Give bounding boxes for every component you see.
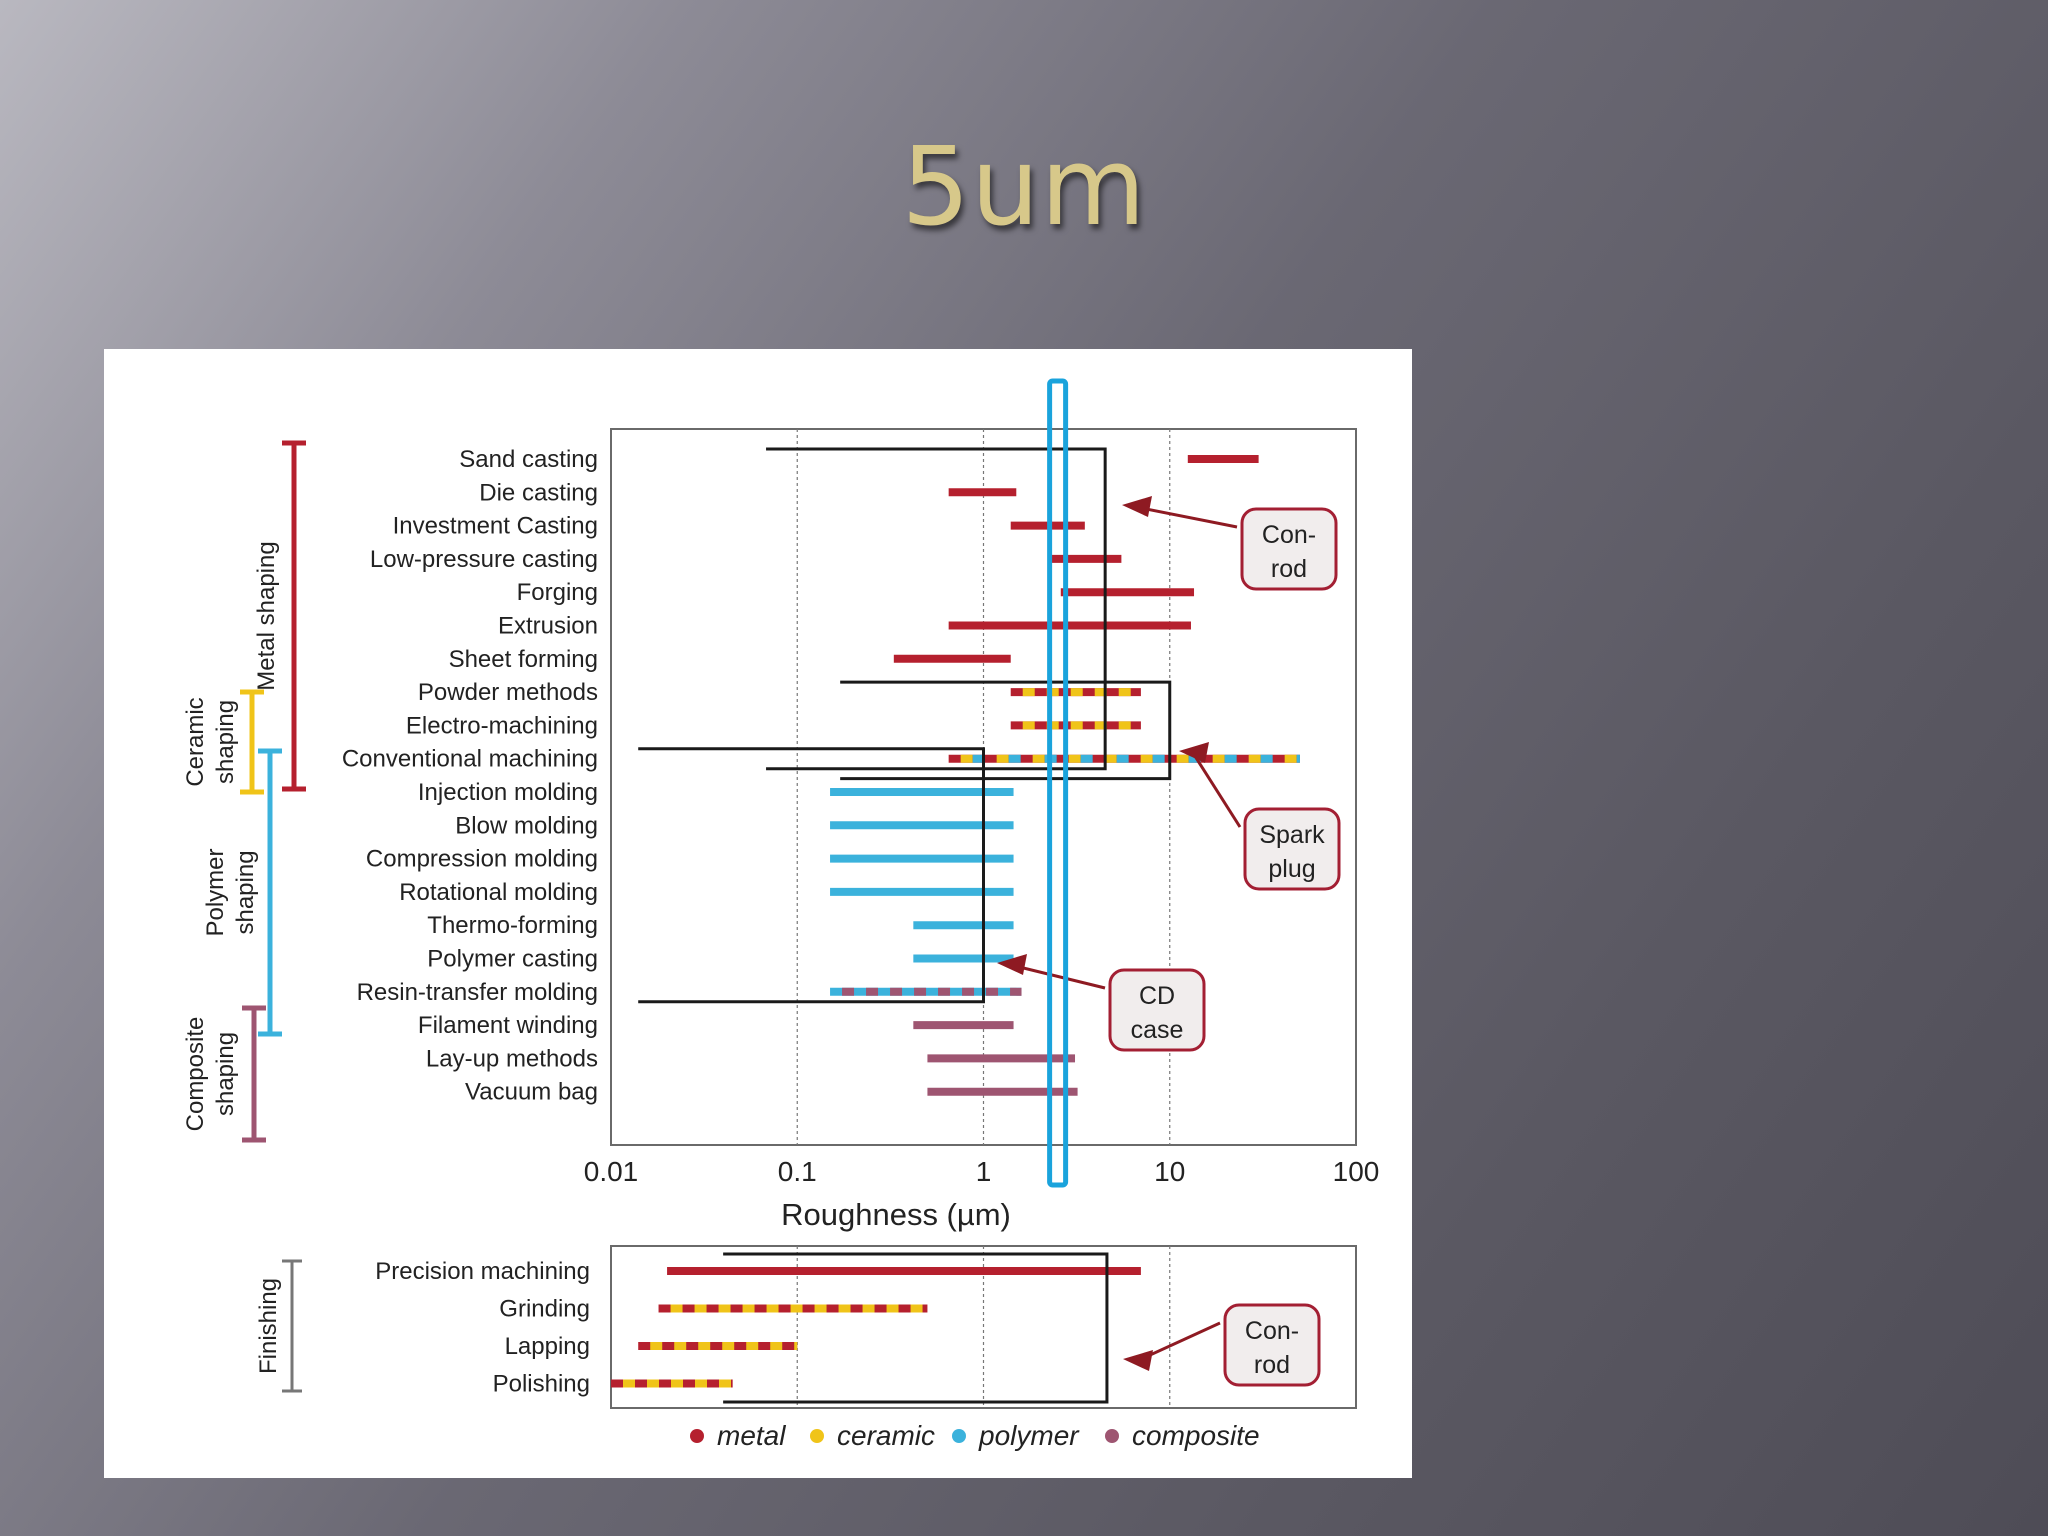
composite-shaping-label-group: Composite shaping <box>182 1017 239 1132</box>
cd-case-callout-box <box>1108 968 1206 1052</box>
finishing-con-rod-callout-text: Con- <box>1245 1317 1299 1345</box>
row-label: Investment Casting <box>393 513 598 540</box>
row-label: Sheet forming <box>449 646 598 673</box>
metal-shaping-label-group: Metal shaping <box>253 541 280 690</box>
ceramic-shaping-label: shaping <box>212 700 239 784</box>
finishing-row-label: Precision machining <box>375 1258 590 1285</box>
legend-swatch <box>1105 1429 1119 1443</box>
row-label: Filament winding <box>418 1012 598 1039</box>
row-label: Compression molding <box>366 846 598 873</box>
spark-plug-callout-arrowhead <box>1179 742 1209 763</box>
ceramic-shaping-label: Ceramic <box>182 697 209 786</box>
con-rod-callout-text: Con- <box>1262 521 1316 549</box>
metal-shaping-label: Metal shaping <box>253 541 280 690</box>
spark-plug-callout-text: Spark <box>1259 821 1325 849</box>
cd-case-callout-leader <box>1010 963 1106 990</box>
composite-shaping-label: Composite <box>182 1017 209 1132</box>
row-label: Conventional machining <box>342 746 598 773</box>
con-rod-callout-text: rod <box>1271 555 1307 583</box>
legend-swatch <box>810 1429 824 1443</box>
legend-label: polymer <box>978 1420 1080 1451</box>
con-rod-callout-arrowhead <box>1122 496 1152 517</box>
row-label: Forging <box>517 579 598 606</box>
row-label: Polymer casting <box>427 946 598 973</box>
cd-case-window <box>638 747 985 1004</box>
row-label: Electro-machining <box>406 712 598 739</box>
row-label: Blow molding <box>455 812 598 839</box>
polymer-shaping-label: Polymer <box>202 848 229 936</box>
row-label: Extrusion <box>498 613 598 640</box>
row-label: Vacuum bag <box>465 1079 598 1106</box>
polymer-shaping-label-group: Polymer shaping <box>202 848 259 936</box>
spark-plug-callout-box <box>1243 807 1341 891</box>
finishing-label: Finishing <box>255 1278 282 1374</box>
cd-case-callout-arrowhead <box>997 954 1027 975</box>
row-label: Resin-transfer molding <box>357 979 598 1006</box>
row-label: Thermo-forming <box>427 912 598 939</box>
cd-case-callout-text: CD <box>1139 982 1175 1010</box>
x-axis-label: Roughness (µm) <box>781 1197 1011 1232</box>
row-label: Die casting <box>479 479 598 506</box>
roughness-chart: Sand casting Die casting Investment Castin… <box>182 378 1380 1451</box>
polymer-shaping-label: shaping <box>232 850 259 934</box>
legend-swatch <box>952 1429 966 1443</box>
row-label: Injection molding <box>418 779 598 806</box>
legend-swatch <box>690 1429 704 1443</box>
con-rod-callout-box <box>1240 507 1338 591</box>
chart-card: Sand casting Die casting Investment Castin… <box>104 349 1412 1478</box>
finishing-row-label: Polishing <box>493 1371 590 1398</box>
finishing-con-rod-callout-box <box>1223 1303 1321 1387</box>
con-rod-window <box>766 447 1107 771</box>
con-rod-callout-leader <box>1135 505 1238 529</box>
legend-label: composite <box>1132 1420 1260 1451</box>
finishing-con-rod-window <box>723 1252 1109 1404</box>
row-label: Rotational molding <box>399 879 598 906</box>
x-tick-label: 10 <box>1154 1156 1185 1187</box>
spark-plug-callout-text: plug <box>1268 855 1315 883</box>
x-tick-label: 100 <box>1333 1156 1380 1187</box>
composite-shaping-label: shaping <box>212 1032 239 1116</box>
ceramic-shaping-label-group: Ceramic shaping <box>182 697 239 786</box>
row-label: Sand casting <box>459 446 598 473</box>
legend-label: ceramic <box>837 1420 935 1451</box>
finishing-con-rod-callout-text: rod <box>1254 1351 1290 1379</box>
row-label: Powder methods <box>418 679 598 706</box>
finishing-label-group: Finishing <box>255 1278 282 1374</box>
row-label: Low-pressure casting <box>370 546 598 573</box>
slide-title: 5um <box>901 125 1147 250</box>
legend-label: metal <box>717 1420 786 1451</box>
finishing-row-label: Grinding <box>499 1296 590 1323</box>
finishing-con-rod-callout-arrowhead <box>1123 1350 1153 1371</box>
x-tick-label: 0.01 <box>584 1156 639 1187</box>
spark-plug-window <box>840 680 1172 781</box>
row-label: Lay-up methods <box>426 1045 598 1072</box>
x-tick-label: 0.1 <box>778 1156 817 1187</box>
x-tick-label: 1 <box>976 1156 992 1187</box>
spark-plug-callout-leader <box>1191 752 1242 828</box>
cd-case-callout-text: case <box>1131 1016 1184 1044</box>
finishing-row-label: Lapping <box>505 1333 590 1360</box>
highlight-box <box>1047 378 1069 1188</box>
